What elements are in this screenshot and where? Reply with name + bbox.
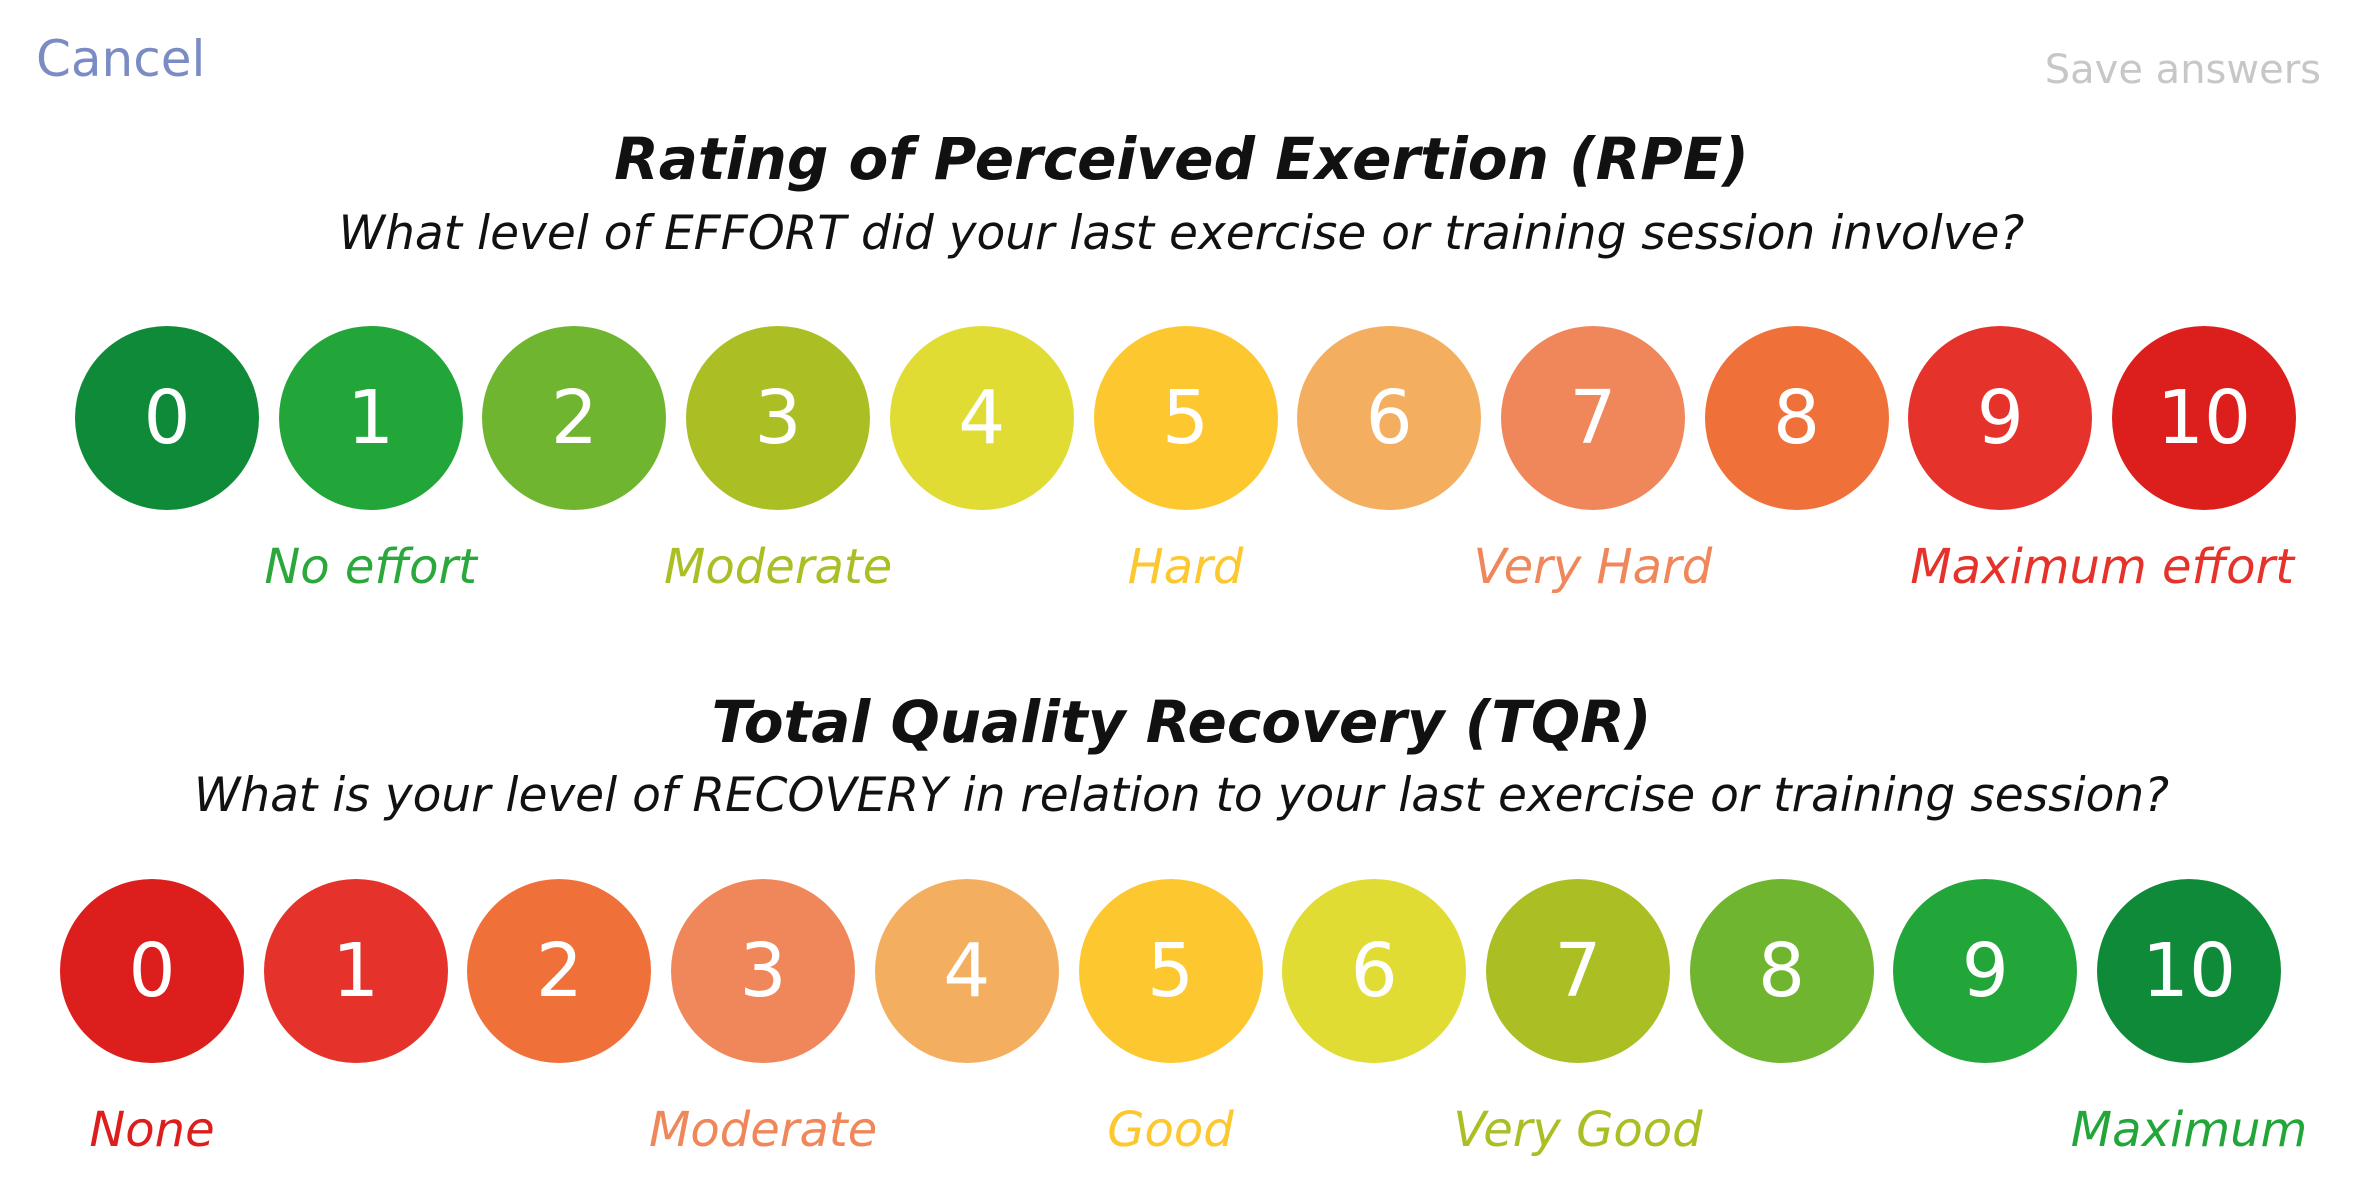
tqr-option-9[interactable]: 9 <box>1893 879 2078 1063</box>
tqr-question: What is your level of RECOVERY in relati… <box>193 768 2170 823</box>
tqr-anchor-label: Maximum <box>2070 1102 2308 1158</box>
rpe-option-1[interactable]: 1 <box>278 326 463 510</box>
rpe-option-7[interactable]: 7 <box>1500 326 1685 510</box>
rpe-option-0[interactable]: 0 <box>75 326 259 510</box>
rpe-anchor-label: Maximum effort <box>1910 539 2295 595</box>
tqr-option-0[interactable]: 0 <box>60 879 244 1063</box>
save-answers-button[interactable]: Save answers <box>2044 47 2321 93</box>
tqr-title: Total Quality Recovery (TQR) <box>711 688 1652 756</box>
tqr-option-5[interactable]: 5 <box>1078 879 1263 1063</box>
tqr-option-6[interactable]: 6 <box>1282 879 1467 1063</box>
rpe-anchor-label: No effort <box>264 539 477 595</box>
rpe-option-6[interactable]: 6 <box>1297 326 1482 510</box>
tqr-option-8[interactable]: 8 <box>1689 879 1874 1063</box>
tqr-option-4[interactable]: 4 <box>874 879 1059 1063</box>
tqr-anchor-label: Very Good <box>1453 1102 1703 1158</box>
rpe-option-9[interactable]: 9 <box>1908 326 2093 510</box>
rpe-option-5[interactable]: 5 <box>1093 326 1278 510</box>
rpe-title: Rating of Perceived Exertion (RPE) <box>614 125 1749 193</box>
cancel-button[interactable]: Cancel <box>36 30 206 88</box>
tqr-anchor-label: None <box>89 1102 215 1158</box>
rpe-anchor-label: Hard <box>1127 539 1244 595</box>
tqr-option-7[interactable]: 7 <box>1485 879 1670 1063</box>
tqr-anchor-label: Moderate <box>648 1102 878 1158</box>
rpe-option-8[interactable]: 8 <box>1704 326 1889 510</box>
tqr-option-1[interactable]: 1 <box>263 879 448 1063</box>
rpe-option-3[interactable]: 3 <box>686 326 871 510</box>
rpe-option-10[interactable]: 10 <box>2112 326 2296 510</box>
rpe-question: What level of EFFORT did your last exerc… <box>338 206 2025 261</box>
rpe-option-4[interactable]: 4 <box>889 326 1074 510</box>
tqr-option-10[interactable]: 10 <box>2097 879 2281 1063</box>
tqr-option-3[interactable]: 3 <box>671 879 856 1063</box>
rpe-anchor-label: Very Hard <box>1473 539 1713 595</box>
rpe-anchor-label: Moderate <box>663 539 893 595</box>
tqr-anchor-label: Good <box>1107 1102 1234 1158</box>
tqr-option-2[interactable]: 2 <box>467 879 652 1063</box>
rpe-option-2[interactable]: 2 <box>482 326 667 510</box>
